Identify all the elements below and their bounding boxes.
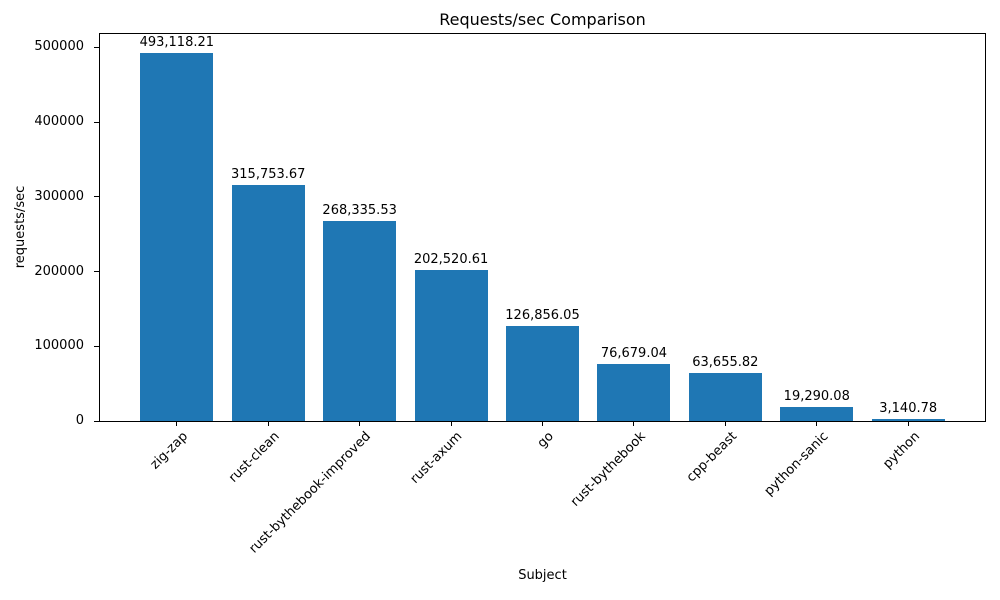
bar-value-label: 493,118.21 (139, 34, 215, 50)
x-tick-mark (450, 421, 452, 426)
plot-area: 493,118.21 315,753.67 268,335.53 202,520.61… (100, 34, 985, 421)
x-tick-label: python (880, 429, 923, 472)
x-tick-mark (633, 421, 635, 426)
bar-value-label: 3,140.78 (879, 400, 938, 416)
bar-zig-zap (140, 52, 214, 421)
y-tick-mark (94, 196, 99, 198)
x-tick-label: rust-clean (226, 429, 283, 486)
y-tick-mark (94, 46, 99, 48)
bar-value-label: 19,290.08 (783, 388, 850, 404)
y-tick-label: 0 (75, 413, 84, 428)
bar-rust-axum (414, 269, 488, 421)
chart-title: Requests/sec Comparison (439, 10, 646, 29)
bar-value-label: 63,655.82 (692, 355, 759, 371)
x-tick-label: go (535, 429, 558, 452)
bar-value-label: 268,335.53 (322, 202, 397, 218)
x-tick-label: rust-bythebook (567, 429, 649, 510)
bar-rust-bythebook (597, 363, 671, 421)
x-tick-mark (724, 421, 726, 426)
x-tick-label: cpp-beast (683, 429, 740, 486)
y-tick-mark (94, 420, 99, 422)
x-tick-label: rust-axum (407, 429, 466, 487)
x-tick-mark (176, 421, 178, 426)
x-tick-mark (359, 421, 361, 426)
bar-value-label: 202,520.61 (413, 251, 489, 267)
y-tick-label: 300000 (34, 188, 84, 204)
x-tick-mark (542, 421, 543, 426)
x-tick-label: python-sanic (761, 429, 832, 499)
x-tick-mark (267, 421, 269, 426)
y-axis-label: requests/sec (13, 185, 28, 269)
bar-python-sanic (780, 406, 854, 421)
bar-value-label: 76,679.04 (600, 345, 668, 361)
x-tick-mark (907, 421, 909, 426)
x-tick-label: zig-zap (147, 429, 192, 473)
y-tick-label: 200000 (34, 263, 84, 279)
bar-value-label: 315,753.67 (231, 167, 306, 183)
y-tick-label: 400000 (34, 114, 84, 130)
bar-rust-bythebook-improved (323, 220, 397, 421)
y-tick-mark (94, 121, 99, 123)
bar-python (871, 418, 945, 421)
bar-cpp-beast (688, 373, 762, 421)
x-tick-mark (816, 421, 818, 426)
y-tick-label: 100000 (34, 338, 84, 354)
y-tick-mark (94, 345, 99, 347)
y-tick-label: 500000 (34, 39, 84, 55)
bar-rust-clean (231, 185, 305, 421)
x-axis-label: Subject (518, 568, 567, 583)
bar-value-label: 126,856.05 (505, 308, 580, 324)
bar-go (505, 326, 580, 421)
y-tick-mark (94, 271, 99, 273)
